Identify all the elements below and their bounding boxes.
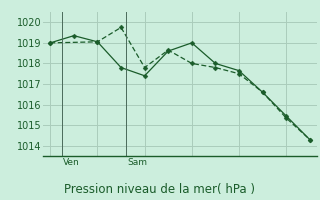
Text: Sam: Sam bbox=[127, 158, 147, 167]
Text: Ven: Ven bbox=[63, 158, 80, 167]
Text: Pression niveau de la mer( hPa ): Pression niveau de la mer( hPa ) bbox=[65, 183, 255, 196]
